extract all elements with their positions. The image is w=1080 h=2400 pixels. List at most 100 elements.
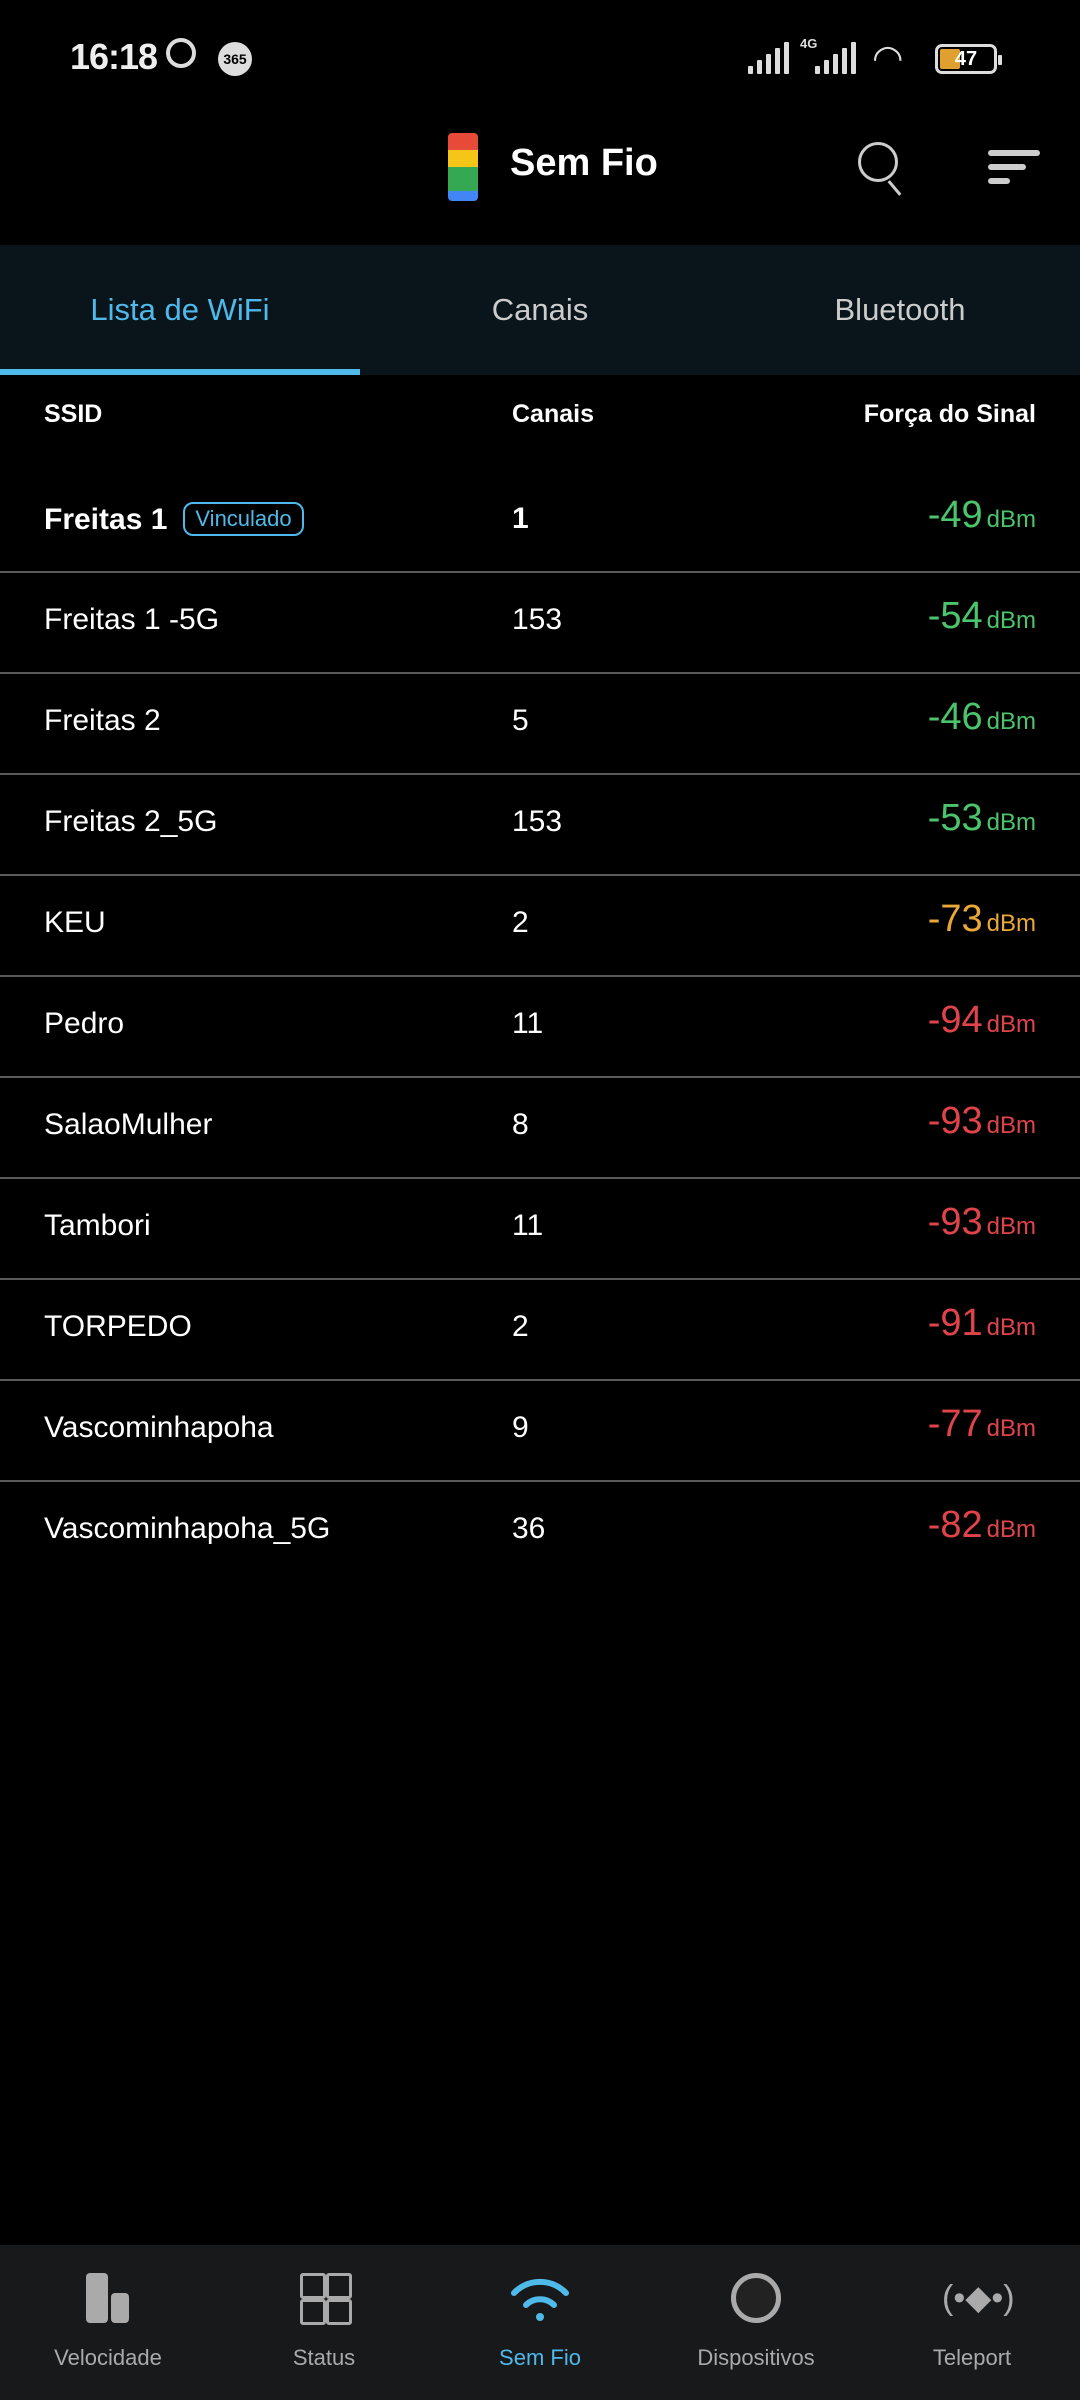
ssid: Freitas 2 — [44, 704, 161, 738]
network-type: 4G — [800, 36, 818, 51]
channel: 153 — [512, 805, 563, 838]
signal-value: -46 — [927, 696, 983, 738]
signal-strength: -94 dBm — [928, 999, 1036, 1042]
wifi-row[interactable]: Freitas 2_5G 153 -53 dBm — [0, 775, 1080, 876]
ssid-text: Freitas 2_5G — [44, 805, 218, 838]
signal-value: -93 — [927, 1201, 983, 1243]
channel: 5 — [512, 704, 529, 737]
page-title: Sem Fio — [510, 142, 658, 184]
bar-chart-icon — [78, 2273, 138, 2333]
tab-bluetooth[interactable]: Bluetooth — [834, 292, 966, 327]
nav-label: Sem Fio — [499, 2345, 581, 2370]
signal-strength: -49 dBm — [928, 494, 1036, 537]
wifi-row[interactable]: Vascominhapoha_5G 36 -82 dBm — [0, 1482, 1080, 1583]
ssid: Freitas 1 Vinculado — [44, 502, 304, 537]
wifi-row[interactable]: SalaoMulher 8 -93 dBm — [0, 1078, 1080, 1179]
wifi-row[interactable]: Vascominhapoha 9 -77 dBm — [0, 1381, 1080, 1482]
signal-value: -73 — [927, 898, 983, 940]
nav-status[interactable]: Status — [216, 2245, 432, 2400]
sort-filter-icon[interactable] — [988, 150, 1040, 192]
nav-label: Dispositivos — [697, 2345, 815, 2370]
nav-velocidade[interactable]: Velocidade — [0, 2245, 216, 2400]
status-bar: 16:18 365 4G ◠ 47 — [0, 0, 1080, 120]
signal-value: -53 — [927, 797, 983, 839]
signal-unit: dBm — [986, 1213, 1036, 1240]
ssid: Pedro — [44, 1007, 124, 1041]
wifi-list: Freitas 1 Vinculado 1 -49 dBm Freitas 1 -5G 15… — [0, 472, 1080, 1583]
signal-unit: dBm — [986, 1011, 1036, 1038]
grid-icon — [294, 2273, 354, 2333]
signal-icon — [748, 42, 789, 74]
signal-strength: -53 dBm — [928, 797, 1036, 840]
nav-teleport[interactable]: (•◆•) Teleport — [864, 2245, 1080, 2400]
tab-channels[interactable]: Canais — [491, 292, 589, 327]
circle-icon — [726, 2273, 786, 2333]
signal-strength: -91 dBm — [928, 1302, 1036, 1345]
ssid-text: Freitas 1 -5G — [44, 603, 220, 636]
teleport-icon: (•◆•) — [942, 2279, 1015, 2317]
alarm-icon — [166, 38, 196, 68]
channel: 11 — [512, 1007, 544, 1040]
battery-level: 47 — [954, 48, 978, 70]
signal-unit: dBm — [986, 1112, 1036, 1139]
clock: 16:18 — [70, 36, 158, 77]
header-ssid[interactable]: SSID — [44, 400, 103, 428]
signal-value: -49 — [927, 494, 983, 536]
ssid-text: Pedro — [44, 1007, 125, 1040]
nav-label: Status — [292, 2345, 356, 2370]
battery-icon: 47 — [935, 44, 1002, 74]
channel: 8 — [512, 1108, 529, 1141]
ssid-text: KEU — [44, 906, 106, 939]
signal-unit: dBm — [986, 910, 1036, 937]
signal-strength: -73 dBm — [928, 898, 1036, 941]
table-header: SSID Canais Força do Sinal — [0, 400, 1080, 450]
wifi-row[interactable]: Pedro 11 -94 dBm — [0, 977, 1080, 1078]
nav-dispositivos[interactable]: Dispositivos — [648, 2245, 864, 2400]
channel: 2 — [512, 1310, 529, 1343]
channel: 1 — [512, 502, 529, 535]
channel: 9 — [512, 1411, 529, 1444]
signal-unit: dBm — [986, 506, 1036, 533]
wifi-icon — [510, 2273, 570, 2333]
search-icon[interactable] — [858, 142, 898, 182]
signal-value: -93 — [927, 1100, 983, 1142]
signal-strength: -93 dBm — [928, 1201, 1036, 1244]
signal-unit: dBm — [986, 1516, 1036, 1543]
nav-sem-fio[interactable]: Sem Fio — [432, 2245, 648, 2400]
signal-strength: -46 dBm — [928, 696, 1036, 739]
signal-unit: dBm — [986, 708, 1036, 735]
ssid-text: Vascominhapoha_5G — [44, 1512, 331, 1545]
ssid: Vascominhapoha — [44, 1411, 274, 1445]
signal-unit: dBm — [986, 809, 1036, 836]
signal-value: -91 — [927, 1302, 983, 1344]
wifi-row[interactable]: Freitas 1 -5G 153 -54 dBm — [0, 573, 1080, 674]
channel: 153 — [512, 603, 563, 636]
ssid-text: Vascominhapoha — [44, 1411, 274, 1444]
linked-badge: Vinculado — [183, 502, 304, 536]
nav-label: Teleport — [932, 2345, 1012, 2370]
header-signal[interactable]: Força do Sinal — [863, 400, 1036, 428]
ssid: Vascominhapoha_5G — [44, 1512, 330, 1546]
wifi-status-icon: ◠ — [872, 37, 904, 78]
ssid: TORPEDO — [44, 1310, 192, 1344]
bottom-nav: Velocidade Status Sem Fio Dispositivos (… — [0, 2245, 1080, 2400]
ssid-text: SalaoMulher — [44, 1108, 213, 1141]
channel: 36 — [512, 1512, 546, 1545]
wifi-row[interactable]: Freitas 2 5 -46 dBm — [0, 674, 1080, 775]
signal-strength: -54 dBm — [928, 595, 1036, 638]
signal-strength: -77 dBm — [928, 1403, 1036, 1446]
nav-label: Velocidade — [54, 2345, 162, 2370]
header-channel[interactable]: Canais — [512, 400, 594, 428]
ssid: Freitas 2_5G — [44, 805, 217, 839]
app-365-icon: 365 — [218, 42, 252, 76]
wifi-row[interactable]: KEU 2 -73 dBm — [0, 876, 1080, 977]
app-header: Sem Fio — [0, 120, 1080, 245]
signal-value: -77 — [927, 1403, 983, 1445]
signal-unit: dBm — [986, 1314, 1036, 1341]
tab-wifi-list[interactable]: Lista de WiFi — [0, 245, 360, 375]
signal-unit: dBm — [986, 1415, 1036, 1442]
wifi-row[interactable]: Freitas 1 Vinculado 1 -49 dBm — [0, 472, 1080, 573]
wifi-row[interactable]: TORPEDO 2 -91 dBm — [0, 1280, 1080, 1381]
wifi-row[interactable]: Tambori 11 -93 dBm — [0, 1179, 1080, 1280]
signal-strength: -82 dBm — [928, 1504, 1036, 1547]
